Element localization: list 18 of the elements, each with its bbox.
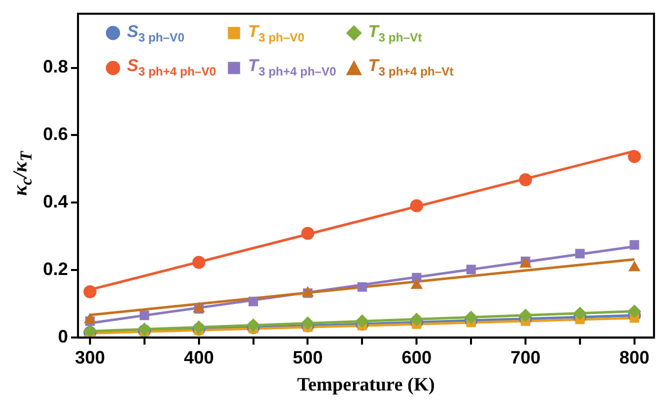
y-tick-label: 0.8	[42, 56, 68, 77]
legend-label: T$_{3 ph+4 ph–Vt}$	[368, 56, 454, 79]
legend-label: S$_{3 ph–V0}$	[127, 22, 184, 44]
legend-label: T$_{3 ph–V0}$	[248, 22, 304, 44]
y-tick-label: 0.6	[42, 124, 68, 144]
x-tick-label: 400	[184, 347, 214, 368]
x-tick-label: 300	[74, 347, 105, 368]
y-tick-label: 0.2	[42, 259, 68, 280]
x-tick-label: 600	[402, 347, 432, 368]
x-tick-label: 500	[292, 347, 323, 368]
x-tick-label: 800	[619, 347, 650, 368]
legend-label: T$_{3 ph+4 ph–V0}$	[248, 56, 336, 79]
legend-label: T$_{3 ph–Vt}$	[368, 22, 422, 44]
x-tick-label: 700	[510, 347, 541, 368]
legend-label: S$_{3 ph+4 ph–V0}$	[127, 56, 216, 79]
y-tick-label: 0	[58, 326, 68, 347]
x-axis-title: Temperature (K)	[297, 374, 435, 396]
y-tick-label: 0.4	[42, 192, 68, 212]
